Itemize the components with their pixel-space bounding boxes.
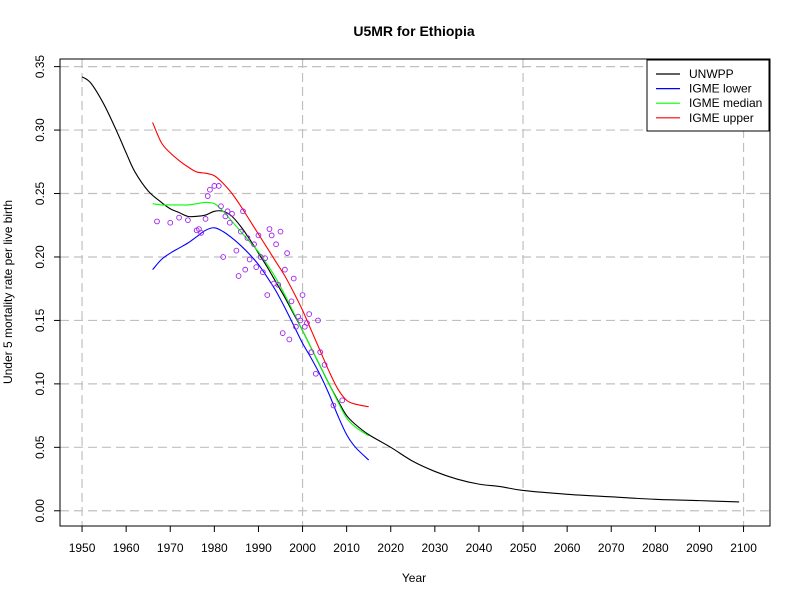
data-point [299,292,306,298]
y-tick-label: 0.20 [33,245,47,269]
data-point [246,256,253,263]
data-point [260,269,266,276]
data-point [264,292,271,298]
data-point [185,217,191,224]
data-point [262,255,268,262]
data-point [306,311,313,317]
x-tick-label: 2050 [510,541,537,555]
data-point [167,219,174,226]
x-tick-label: 2070 [598,541,625,555]
x-tick-label: 2000 [289,541,316,555]
data-point [315,317,321,324]
data-point [279,330,286,336]
data-point [330,402,337,409]
data-point [198,230,204,236]
x-tick-label: 2100 [730,541,757,555]
data-point [312,370,319,377]
data-point [220,254,227,260]
data-point [242,266,249,273]
data-point [297,317,304,324]
data-point [229,210,235,217]
series-igme-upper-line [152,122,369,408]
data-point [339,397,346,404]
data-point [237,228,244,235]
data-point [154,218,160,225]
legend-label: IGME upper [689,111,754,125]
data-point [321,361,328,368]
x-tick-label: 1990 [245,541,272,555]
series-igme-median-line [152,201,370,437]
y-axis-label: Under 5 mortality rate per live birth [1,200,15,384]
data-point [215,183,222,189]
data-point [273,241,279,248]
x-axis-label: Year [402,571,426,585]
data-point [293,323,299,330]
data-point [202,216,209,222]
legend-label: IGME lower [689,82,752,96]
observation-points [154,183,346,409]
data-point [290,275,297,282]
data-point [233,247,240,254]
y-tick-label: 0.10 [33,372,47,396]
x-tick-label: 1950 [69,541,96,555]
legend-label: UNWPP [689,67,734,81]
x-tick-label: 2090 [686,541,713,555]
series-igme-lower-line [152,227,370,461]
data-point [255,232,262,239]
y-tick-label: 0.35 [33,55,47,79]
data-point [282,266,288,273]
data-point [176,214,182,221]
series-unwpp-line [81,76,740,503]
data-point [317,349,324,355]
y-tick-label: 0.05 [33,435,47,459]
data-point [240,208,246,215]
data-point [251,241,257,248]
x-axis: 1950 1960 1970 1980 1990 2000 2010 2020 2030 2040… [69,526,757,555]
data-point [268,232,275,239]
data-point [204,193,211,199]
data-point [304,320,310,326]
data-point [284,250,290,257]
data-point [224,208,231,215]
chart-title: U5MR for Ethiopia [353,23,475,39]
data-point [222,213,229,220]
x-tick-label: 2010 [333,541,360,555]
y-axis: 0.00 0.05 0.10 0.15 0.20 0.25 0.30 0.35 [33,55,60,523]
data-point [226,219,233,226]
data-point [288,298,295,305]
x-tick-label: 1970 [157,541,184,555]
data-point [308,349,315,355]
legend-label: IGME median [689,96,762,110]
x-tick-label: 2040 [466,541,493,555]
plot-frame [59,58,771,527]
data-point [266,226,273,232]
data-point [253,264,260,270]
data-point [235,273,242,279]
x-tick-label: 2060 [554,541,581,555]
series-lines [81,76,740,503]
data-point [286,336,293,343]
x-tick-label: 1960 [113,541,140,555]
data-point [218,203,224,210]
data-point [207,186,213,193]
legend-box [646,59,770,132]
x-tick-label: 1980 [201,541,228,555]
y-tick-label: 0.25 [33,182,47,206]
x-tick-label: 2080 [642,541,669,555]
y-tick-label: 0.15 [33,308,47,332]
data-point [244,235,251,241]
y-tick-label: 0.00 [33,499,47,523]
x-tick-label: 2020 [377,541,404,555]
grid-lines [60,59,770,526]
data-point [275,282,282,288]
x-tick-label: 2030 [421,541,448,555]
data-point [277,228,284,235]
y-tick-label: 0.30 [33,118,47,142]
